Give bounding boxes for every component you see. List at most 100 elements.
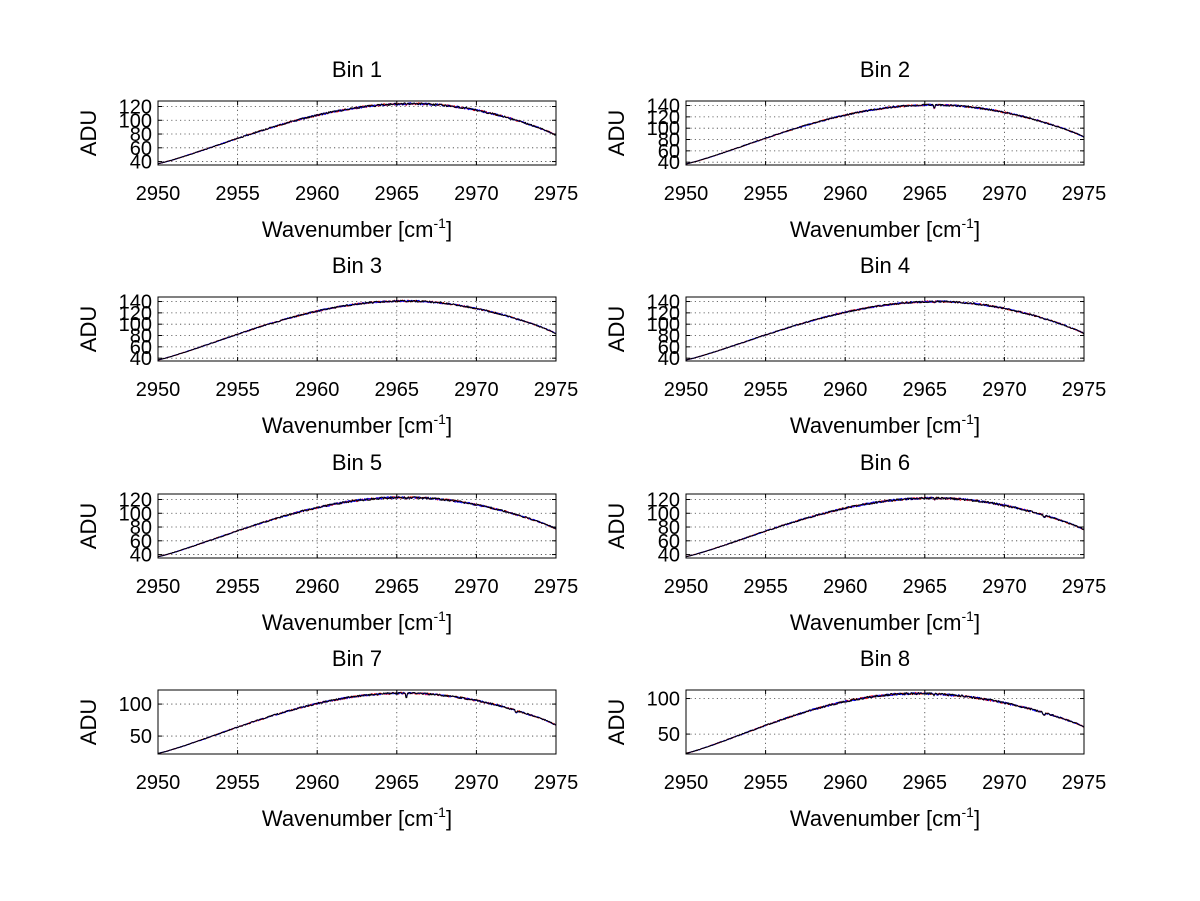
x-axis-label: Wavenumber [cm-1] [790, 411, 980, 438]
x-axis-label-end: ] [974, 806, 980, 831]
x-tick-label: 2950 [136, 772, 181, 794]
y-axis-label: ADU [76, 306, 101, 352]
y-tick-label: 40 [130, 545, 152, 567]
x-tick-label: 2975 [534, 576, 579, 598]
x-tick-label: 2965 [375, 772, 420, 794]
x-tick-label: 2955 [215, 379, 260, 401]
x-axis-label-end: ] [446, 217, 452, 242]
series-line-spectrum-black [157, 496, 557, 558]
x-axis-label-superscript: -1 [962, 411, 975, 427]
x-tick-label: 2965 [903, 576, 948, 598]
y-tick-label: 100 [647, 118, 680, 140]
y-tick-label: 120 [647, 490, 680, 512]
x-tick-label: 2960 [295, 183, 340, 205]
y-tick-label: 120 [647, 107, 680, 129]
subplot-bin-1: Bin 1 2950 2955 2960 2965 2970 2975 40608010012… [76, 57, 578, 242]
subplot-title: Bin 3 [332, 253, 382, 278]
y-tick-label: 100 [647, 314, 680, 336]
x-tick-label: 2950 [664, 772, 709, 794]
x-tick-label: 2960 [823, 576, 868, 598]
subplot-bin-3: Bin 3 2950 2955 2960 2965 2970 2975 40608010012… [76, 253, 578, 438]
plot-frame [685, 100, 1085, 166]
y-tick-label: 40 [658, 348, 680, 370]
x-axis-label-end: ] [446, 806, 452, 831]
x-tick-label: 2955 [743, 772, 788, 794]
subplot-title: Bin 8 [860, 646, 910, 671]
y-tick-label: 120 [119, 303, 152, 325]
plot-frame [685, 493, 1085, 559]
x-tick-label: 2965 [903, 183, 948, 205]
y-tick-label: 80 [130, 124, 152, 146]
x-tick-label: 2950 [664, 183, 709, 205]
y-tick-label: 60 [658, 531, 680, 553]
subplot-title: Bin 1 [332, 57, 382, 82]
x-axis-label: Wavenumber [cm-1] [262, 804, 452, 831]
x-tick-label: 2965 [375, 379, 420, 401]
series-line-spectrum-red [685, 691, 1085, 754]
y-axis-label: ADU [604, 306, 629, 352]
plot-frame [157, 493, 557, 559]
y-tick-label: 50 [130, 726, 152, 748]
y-tick-label: 120 [119, 97, 152, 119]
x-tick-label: 2955 [215, 183, 260, 205]
series-line-spectrum-red [157, 495, 557, 558]
y-tick-label: 100 [119, 314, 152, 336]
x-axis-label-main: Wavenumber [cm [262, 610, 434, 635]
series-line-spectrum-red [686, 300, 1084, 361]
subplot-title: Bin 2 [860, 57, 910, 82]
y-tick-label: 140 [119, 292, 152, 314]
x-axis-label-superscript: -1 [962, 215, 975, 231]
y-axis-label: ADU [604, 503, 629, 549]
y-tick-label: 100 [119, 694, 152, 716]
subplot-bin-8: Bin 8 2950 2955 2960 2965 2970 2975 50 100 ADU Wav… [604, 646, 1106, 831]
y-axis-label: ADU [76, 503, 101, 549]
x-axis-label: Wavenumber [cm-1] [262, 411, 452, 438]
subplot-bin-7: Bin 7 2950 2955 2960 2965 2970 2975 50 100 ADU Wav… [76, 646, 578, 831]
y-tick-label: 40 [130, 152, 152, 174]
x-axis-label-main: Wavenumber [cm [262, 806, 434, 831]
x-tick-label: 2960 [823, 772, 868, 794]
series-line-spectrum-black [157, 691, 557, 754]
y-tick-label: 80 [130, 326, 152, 348]
x-tick-label: 2950 [136, 576, 181, 598]
plot-frame [157, 100, 557, 166]
series-line-spectrum-blue [685, 300, 1085, 361]
y-tick-label: 40 [658, 152, 680, 174]
series-line-spectrum-black [685, 103, 1085, 165]
x-axis-label: Wavenumber [cm-1] [262, 215, 452, 242]
x-tick-label: 2970 [454, 379, 499, 401]
x-tick-label: 2970 [454, 772, 499, 794]
y-axis-label: ADU [76, 110, 101, 156]
x-tick-label: 2965 [375, 576, 420, 598]
x-axis-label: Wavenumber [cm-1] [262, 608, 452, 635]
x-axis-label-end: ] [446, 413, 452, 438]
x-axis-label: Wavenumber [cm-1] [790, 608, 980, 635]
y-tick-label: 40 [658, 545, 680, 567]
x-tick-label: 2975 [1062, 576, 1107, 598]
x-axis-label-end: ] [974, 413, 980, 438]
x-axis-label-superscript: -1 [434, 411, 447, 427]
x-tick-label: 2975 [534, 379, 579, 401]
y-tick-label: 60 [658, 141, 680, 163]
subplot-title: Bin 5 [332, 450, 382, 475]
y-axis-label: ADU [76, 699, 101, 745]
plot-frame [685, 296, 1085, 362]
x-axis-label: Wavenumber [cm-1] [790, 215, 980, 242]
x-tick-label: 2970 [982, 576, 1027, 598]
x-axis-label-main: Wavenumber [cm [790, 413, 962, 438]
plot-frame [157, 296, 557, 362]
x-tick-label: 2975 [534, 183, 579, 205]
x-tick-label: 2955 [743, 576, 788, 598]
y-tick-label: 100 [119, 503, 152, 525]
y-tick-label: 60 [658, 337, 680, 359]
series-line-spectrum-black [157, 102, 556, 165]
x-axis-label-end: ] [974, 610, 980, 635]
series-line-spectrum-blue [685, 103, 1085, 165]
x-axis-label: Wavenumber [cm-1] [790, 804, 980, 831]
y-tick-label: 80 [130, 517, 152, 539]
x-tick-label: 2960 [295, 772, 340, 794]
x-axis-label-superscript: -1 [962, 804, 975, 820]
x-axis-label-main: Wavenumber [cm [262, 217, 434, 242]
y-tick-label: 60 [130, 138, 152, 160]
